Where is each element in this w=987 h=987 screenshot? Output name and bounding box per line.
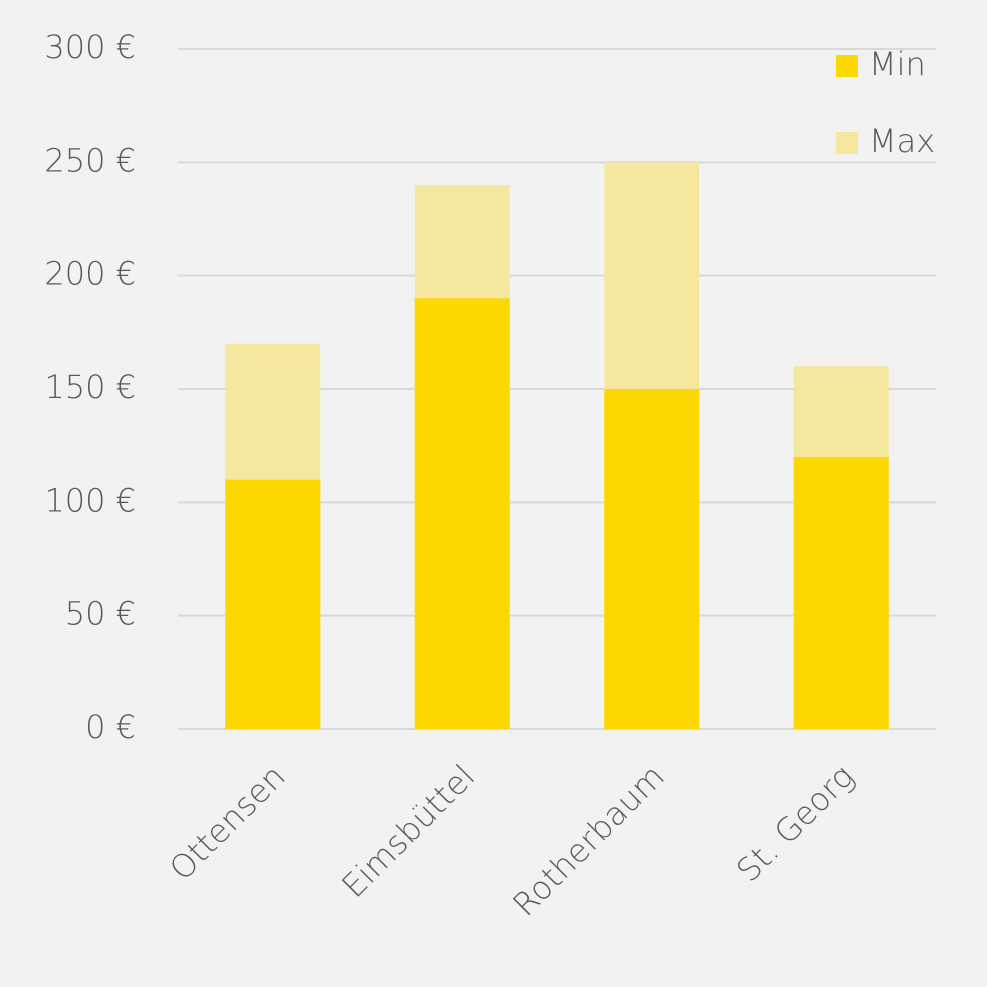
y-tick-label: 250 € [44,141,136,179]
y-tick-label: 300 € [44,28,136,66]
y-tick-label: 150 € [44,368,136,406]
bar [604,389,700,729]
x-tick-label: Rotherbaum [505,757,671,923]
legend-label: Max [869,122,935,160]
legend-swatch [836,132,858,154]
x-tick-label: Ottensen [162,757,293,888]
x-tick-label: St. Georg [729,757,861,889]
y-tick-label: 0 € [85,708,136,746]
bar [414,298,510,729]
bar [793,457,889,729]
legend-label: Min [869,45,926,83]
bar [225,479,321,729]
y-tick-label: 100 € [44,481,136,519]
y-tick-label: 200 € [44,255,136,293]
x-tick-label: Eimsbüttel [334,757,482,905]
y-tick-label: 50 € [65,595,136,633]
legend-swatch [836,55,858,77]
